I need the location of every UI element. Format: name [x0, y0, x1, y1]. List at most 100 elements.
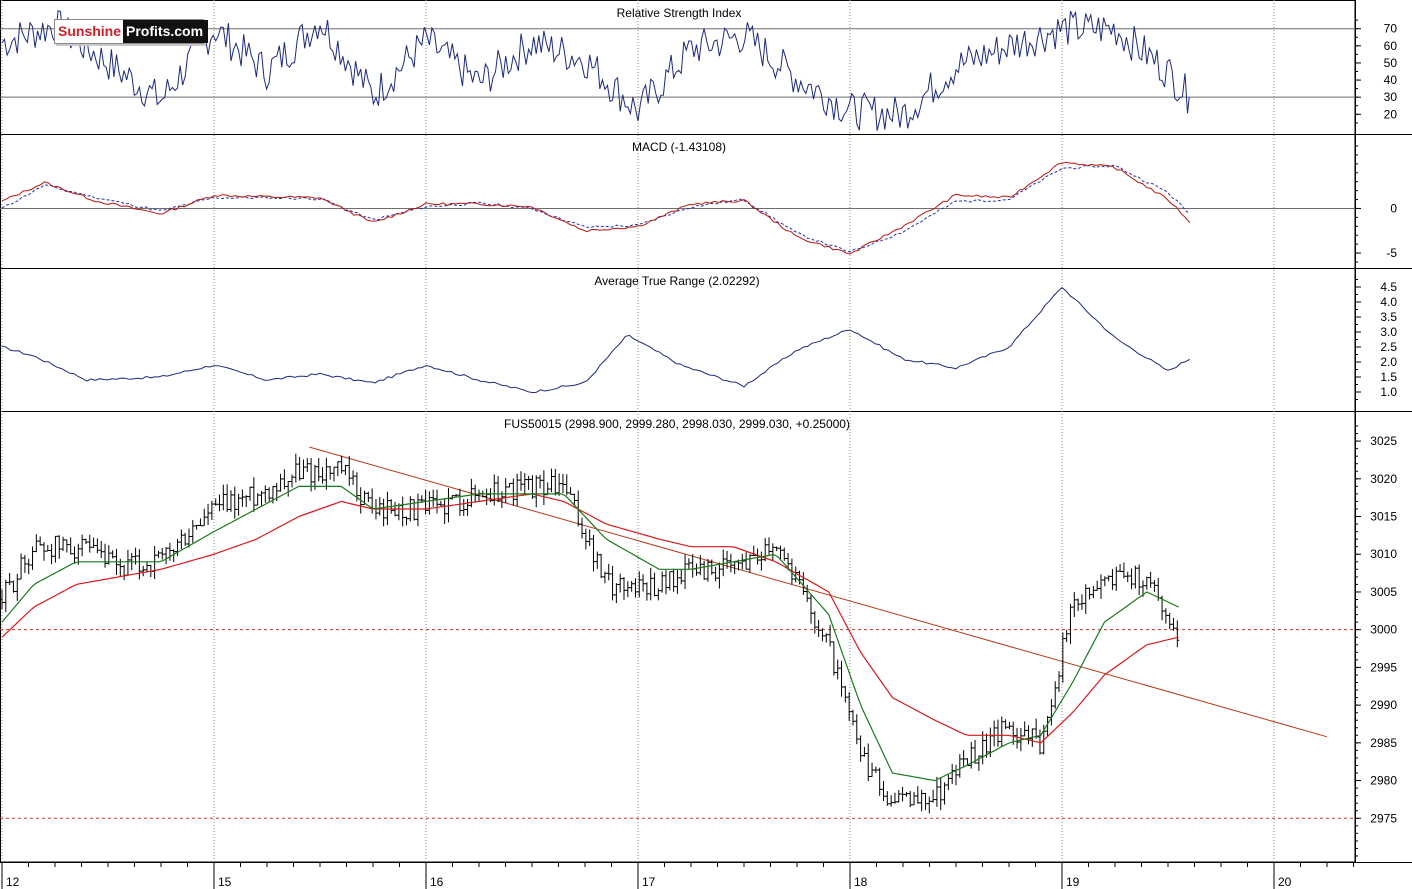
ohlc-bar: [641, 574, 646, 592]
ohlc-bar: [286, 480, 291, 497]
y-tick-label: 2975: [1370, 811, 1397, 825]
ohlc-bar: [805, 584, 810, 603]
ohlc-bar: [87, 534, 92, 553]
ohlc-bar: [625, 581, 630, 598]
ohlc-bar: [442, 498, 447, 525]
ohlc-bar: [725, 550, 730, 569]
ohlc-bar: [1106, 575, 1111, 582]
ohlc-bar: [370, 488, 375, 514]
ohlc-bar: [824, 633, 829, 643]
ohlc-bar: [633, 578, 638, 598]
ohlc-bar: [927, 796, 932, 814]
ohlc-bar: [7, 572, 12, 586]
moving-average-long: [1, 493, 1179, 744]
panel-3-plot: [0, 446, 1355, 819]
ohlc-bar: [198, 518, 203, 527]
y-tick-label: 0: [1390, 201, 1397, 215]
panel-title: FUS50015 (2998.900, 2999.280, 2998.030, …: [504, 417, 850, 431]
panel-title: Relative Strength Index: [617, 6, 742, 20]
ohlc-bar: [873, 766, 878, 774]
ohlc-bar: [301, 459, 306, 480]
ohlc-bar: [866, 743, 871, 782]
y-tick-label: 50: [1384, 56, 1398, 70]
ohlc-bar: [26, 558, 31, 575]
y-tick-label: 4.0: [1380, 295, 1397, 309]
ohlc-bar: [919, 789, 924, 812]
ohlc-bar: [828, 624, 833, 647]
ohlc-bar: [931, 789, 936, 803]
ohlc-bar: [679, 569, 684, 585]
ohlc-bar: [186, 528, 191, 548]
ohlc-bar: [923, 792, 928, 811]
ohlc-bar: [141, 565, 146, 577]
ohlc-bar: [164, 547, 169, 565]
ohlc-bar: [713, 566, 718, 582]
ohlc-bar: [171, 549, 176, 563]
ohlc-bar: [305, 458, 310, 473]
ohlc-bar: [179, 529, 184, 550]
ohlc-bar: [492, 474, 497, 506]
y-tick-label: 2980: [1370, 774, 1397, 788]
ohlc-bar: [438, 500, 443, 507]
ohlc-bar: [297, 457, 302, 481]
ohlc-bar: [15, 573, 20, 601]
ohlc-bar: [717, 562, 722, 589]
y-tick-label: 3015: [1370, 510, 1397, 524]
x-tick-label: 20: [1278, 875, 1292, 889]
moving-average-short: [1, 485, 1179, 782]
ohlc-bar: [251, 477, 256, 512]
ohlc-bar: [137, 549, 142, 580]
ohlc-bar: [583, 528, 588, 550]
ohlc-bar: [995, 719, 1000, 747]
ohlc-bar: [744, 552, 749, 570]
ohlc-bar: [290, 474, 295, 488]
ohlc-bar: [1163, 608, 1168, 624]
ohlc-bar: [255, 493, 260, 506]
x-tick-label: 15: [218, 875, 232, 889]
ohlc-bar: [95, 538, 100, 554]
ohlc-bar: [896, 789, 901, 803]
ohlc-bar: [946, 774, 951, 791]
ohlc-bar: [759, 551, 764, 571]
ohlc-bar: [973, 739, 978, 764]
ohlc-bar: [969, 741, 974, 769]
ohlc-bar: [125, 549, 130, 576]
ohlc-bar: [1110, 568, 1115, 590]
ohlc-bar: [0, 589, 4, 610]
ohlc-bar: [316, 458, 321, 482]
ohlc-bar: [244, 495, 249, 508]
ohlc-bar: [847, 692, 852, 721]
ohlc-bar: [660, 571, 665, 593]
ohlc-bar: [671, 568, 676, 592]
ohlc-bar: [721, 549, 726, 577]
ohlc-bar: [740, 553, 745, 570]
ohlc-bar: [263, 485, 268, 503]
ohlc-bar: [618, 573, 623, 593]
ohlc-bar: [1022, 721, 1027, 737]
ohlc-bar: [606, 563, 611, 581]
x-tick-label: 16: [430, 875, 444, 889]
ohlc-bar: [312, 464, 317, 490]
y-tick-label: 1.5: [1380, 370, 1397, 384]
ohlc-bar: [1129, 568, 1134, 590]
ohlc-bar: [1137, 564, 1142, 596]
ohlc-bar: [328, 465, 333, 480]
ohlc-bar: [889, 795, 894, 807]
ohlc-bar: [1064, 629, 1069, 643]
ohlc-bar: [564, 474, 569, 496]
ohlc-bar: [816, 619, 821, 638]
ohlc-bar: [1148, 571, 1153, 588]
ohlc-bar: [496, 475, 501, 503]
sunshine-profits-logo: Sunshine Profits.com: [54, 19, 209, 44]
ohlc-bar: [683, 554, 688, 590]
ohlc-bar: [1118, 564, 1123, 572]
ohlc-bar: [675, 569, 680, 594]
ohlc-bar: [49, 543, 54, 565]
ohlc-bar: [702, 560, 707, 580]
x-tick-label: 18: [854, 875, 868, 889]
ohlc-bar: [698, 555, 703, 576]
ohlc-bar: [1125, 571, 1130, 583]
ohlc-bar: [293, 453, 298, 483]
ohlc-bar: [1026, 725, 1031, 745]
ohlc-bar: [228, 490, 233, 512]
